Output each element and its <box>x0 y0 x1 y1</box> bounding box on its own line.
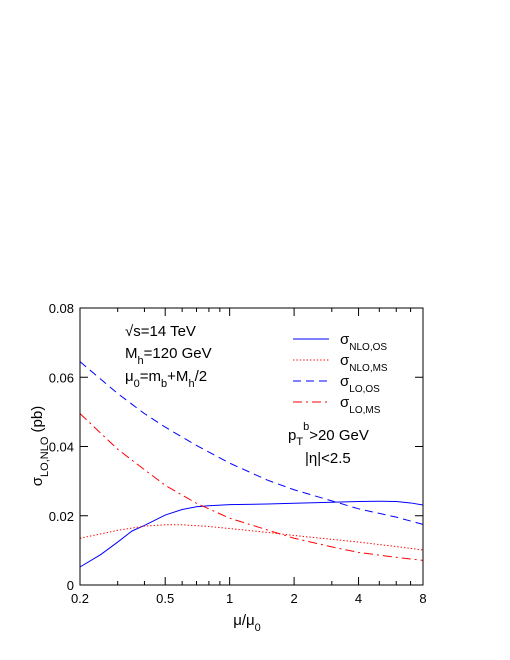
annotation-higgs-mass: Mh=120 GeV <box>125 345 212 367</box>
y-axis-label-unit: (pb) <box>29 406 46 437</box>
x-tick-label: 4 <box>355 591 362 606</box>
series-line-lo-os <box>79 361 424 525</box>
x-axis-label-sub: 0 <box>255 622 261 634</box>
x-tick-label: 2 <box>290 591 297 606</box>
y-tick-label: 0.04 <box>49 440 74 455</box>
y-tick-label: 0 <box>67 578 74 593</box>
x-tick-label: 1 <box>226 591 233 606</box>
x-tick-label: 0.5 <box>156 591 174 606</box>
series-layer <box>79 361 424 568</box>
legend-label: σLO,MS <box>340 394 381 416</box>
y-axis-label-sub: LO,NLO <box>39 436 51 477</box>
y-tick-label: 0.08 <box>49 301 74 316</box>
annotation-sqrt-s: √s=14 TeV <box>125 323 196 340</box>
series-line-nlo-os <box>79 500 424 568</box>
series-line-lo-ms <box>79 413 424 561</box>
legend-label: σLO,OS <box>340 373 380 395</box>
x-tick-label: 8 <box>419 591 426 606</box>
x-tick-label: 0.2 <box>71 591 89 606</box>
y-tick-label: 0.02 <box>49 509 74 524</box>
series-line-nlo-ms <box>79 524 424 551</box>
y-axis-label: σLO,NLO (pb) <box>29 406 51 486</box>
ticks-layer: 0.2 0.5 1 2 4 8 0 0.02 0.04 0.06 0.08 <box>49 301 427 606</box>
legend-label: σNLO,MS <box>340 352 388 374</box>
legend-label: σNLO,OS <box>340 331 387 353</box>
y-tick-label: 0.06 <box>49 370 74 385</box>
x-axis-label: μ/μ0 <box>233 612 261 634</box>
annotation-eta-cut: |η|<2.5 <box>305 450 351 467</box>
annotation-pt-cut: pTb>20 GeV <box>288 421 369 448</box>
annotation-scale-definition: μ0=mb+Mh/2 <box>125 368 207 390</box>
